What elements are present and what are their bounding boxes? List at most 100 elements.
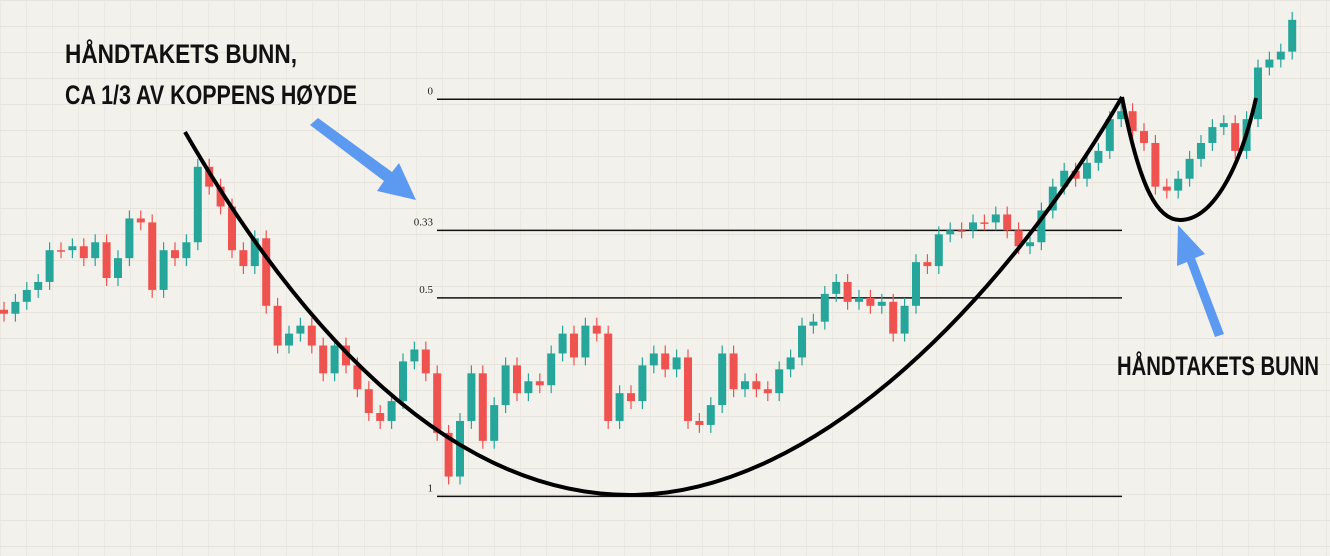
candle-body — [1105, 119, 1114, 151]
candle-body — [900, 305, 909, 334]
candle-body — [79, 246, 88, 259]
candle-body — [399, 361, 407, 402]
candle-body — [171, 250, 179, 259]
candle-body — [957, 230, 966, 232]
candle-body — [934, 234, 943, 267]
candle-body — [444, 432, 453, 477]
candle-body — [102, 242, 111, 278]
candle-body — [763, 389, 772, 394]
candle-body — [1117, 111, 1126, 120]
candle-body — [912, 262, 920, 306]
candle-body — [57, 250, 65, 252]
candle-body — [729, 353, 738, 390]
candle-body — [980, 222, 989, 224]
annotation: HÅNDTAKETS BUNN, — [65, 38, 297, 69]
candle-body — [1197, 142, 1205, 159]
candle-body — [1265, 59, 1274, 68]
candle-body — [433, 373, 442, 433]
candle-body — [1276, 51, 1285, 60]
candle-body — [969, 222, 977, 231]
y-tick-label: 0 — [428, 85, 434, 97]
candle-body — [1185, 158, 1194, 179]
candle-body — [410, 349, 419, 362]
candle-body — [11, 301, 20, 314]
candle-body — [547, 353, 556, 386]
y-tick-label: 0.33 — [414, 216, 434, 228]
candle-body — [866, 297, 875, 306]
annotation: HÅNDTAKETS BUNN — [1117, 350, 1319, 381]
candle-body — [250, 238, 259, 267]
candle-body — [342, 345, 350, 366]
candle-body — [832, 281, 841, 294]
candle-body — [706, 405, 715, 425]
candle-body — [604, 333, 613, 421]
candle-body — [205, 166, 214, 187]
candle-body — [501, 365, 510, 406]
candle-body — [285, 333, 293, 346]
candle-body — [638, 365, 647, 402]
candle-body — [478, 373, 487, 441]
arrow — [310, 118, 416, 200]
candle-body — [923, 262, 932, 267]
candle-body — [672, 357, 681, 370]
candle-body — [228, 206, 236, 251]
candle-body — [114, 258, 122, 278]
candle-body — [376, 413, 385, 421]
candle-body — [216, 186, 225, 207]
candle-body — [1128, 111, 1137, 132]
candle-body — [1151, 142, 1160, 187]
candle-body — [330, 345, 339, 374]
candle-body — [182, 242, 191, 259]
candle-body — [467, 373, 476, 421]
candle-body — [627, 393, 635, 402]
candle-body — [1026, 242, 1034, 247]
candle-body — [592, 325, 601, 334]
candle-body — [1048, 186, 1057, 211]
candle-body — [581, 325, 590, 358]
candle-body — [1060, 170, 1069, 187]
candle-body — [1219, 123, 1228, 128]
candle-body — [273, 305, 282, 346]
y-tick-label: 1 — [428, 482, 434, 494]
candle-body — [1208, 127, 1217, 143]
candle-body — [1037, 210, 1046, 243]
candle-body — [786, 357, 795, 370]
candle-body — [775, 369, 784, 394]
candle-body — [718, 353, 727, 406]
candle-body — [159, 250, 168, 290]
candle-body — [649, 353, 658, 366]
candle-body — [1140, 131, 1148, 143]
candle-body — [193, 166, 202, 243]
candle-body — [1094, 150, 1103, 163]
candle-body — [570, 333, 578, 358]
candle-body — [661, 353, 670, 370]
candle-body — [307, 325, 316, 346]
candle-body — [45, 250, 54, 282]
candle-body — [1162, 186, 1171, 191]
candle-body — [741, 381, 749, 390]
candle-body — [855, 297, 863, 302]
candle-body — [239, 250, 248, 267]
candle-body — [1014, 230, 1023, 247]
candle-body — [798, 325, 806, 358]
candle-body — [0, 309, 8, 314]
candle-body — [91, 242, 100, 259]
candle-body — [513, 365, 521, 394]
candle-body — [1174, 178, 1183, 191]
candle-body — [1288, 19, 1297, 52]
annotation: CA 1/3 AV KOPPENS HØYDE — [65, 80, 357, 110]
candle-body — [946, 230, 955, 235]
handle-curve — [1120, 96, 1258, 223]
candle-body — [558, 333, 567, 354]
arrow — [1177, 225, 1224, 337]
candle-body — [1071, 170, 1080, 179]
candle-body — [1083, 162, 1091, 179]
candle-body — [524, 381, 533, 394]
candle-body — [148, 222, 157, 290]
candle-body — [456, 420, 464, 477]
candle-body — [1231, 123, 1240, 151]
candle-body — [353, 365, 362, 390]
candle-body — [535, 381, 544, 386]
candle-body — [843, 281, 852, 302]
